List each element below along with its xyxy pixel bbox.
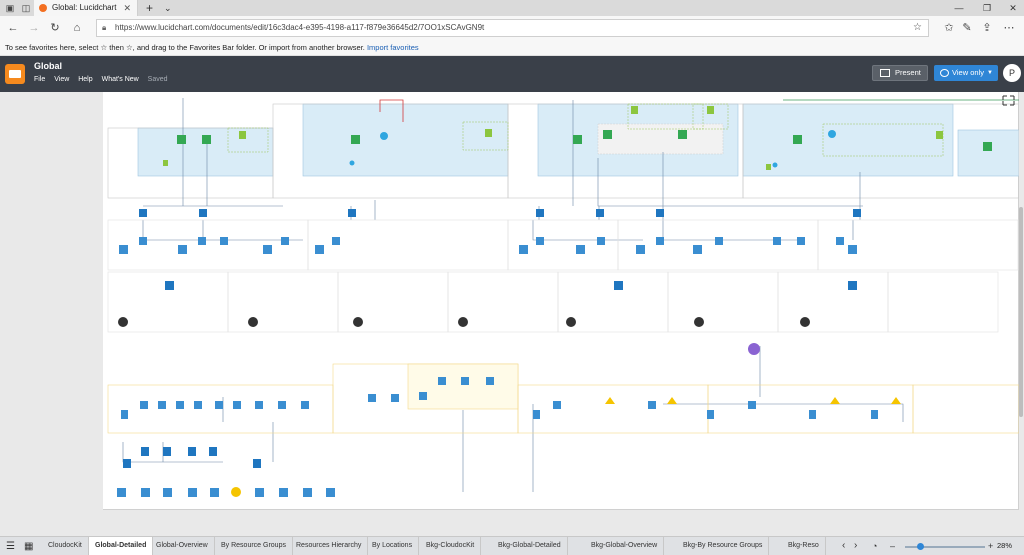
page-tab-bar: ☰ ▦ CloudocKit Global-Detailed Global-Ov… [0, 536, 1024, 555]
diagram-canvas[interactable] [0, 92, 1024, 536]
shield-icons [163, 106, 943, 170]
tab-global-overview[interactable]: Global-Overview [150, 537, 215, 555]
user-icons [349, 130, 836, 168]
zoom-slider-knob[interactable] [917, 543, 924, 550]
next-page-icon[interactable]: › [854, 540, 858, 551]
browser-tab-title: Global: Lucidchart [52, 3, 117, 12]
menu-help[interactable]: Help [78, 76, 93, 83]
tab-actions-icon[interactable]: ▣ [5, 3, 15, 13]
prev-page-icon[interactable]: ‹ [842, 540, 846, 551]
forward-icon[interactable]: → [28, 22, 40, 34]
address-bar[interactable]: 🔒︎ https://www.lucidchart.com/documents/… [96, 19, 929, 37]
bottom-row-icons [121, 377, 878, 419]
lock-icon: 🔒︎ [102, 23, 107, 32]
url-text: https://www.lucidchart.com/documents/edi… [115, 23, 485, 32]
favorites-icon[interactable]: ✩ [944, 22, 954, 34]
expand-icon [1002, 95, 1015, 106]
app-header: Global File View Help What's New Saved P… [0, 56, 1024, 92]
eye-icon [940, 69, 949, 77]
subnet-boxes [227, 103, 944, 157]
resource-group-boxes [107, 219, 1019, 333]
back-icon[interactable]: ← [7, 22, 19, 34]
more-icon[interactable]: ⋯ [1003, 22, 1015, 34]
menu-bar: File View Help What's New Saved [34, 76, 175, 83]
favorites-bar-text: To see favorites here, select ☆ then ☆, … [5, 43, 365, 52]
share-icon[interactable]: ⇪ [982, 22, 992, 34]
chevron-down-icon: ▼ [987, 70, 993, 76]
avatar[interactable]: P [1003, 64, 1021, 82]
document-title[interactable]: Global [34, 61, 63, 71]
present-icon [880, 69, 890, 77]
zoom-plus-icon[interactable]: + [988, 541, 994, 551]
tab-by-locations[interactable]: By Locations [366, 537, 420, 555]
reading-list-icon[interactable]: ✎ [962, 22, 972, 34]
tab-bkg-global-overview[interactable]: Bkg-Global-Overview [585, 537, 665, 555]
cloud-icons [118, 317, 810, 327]
lucidchart-favicon-icon [39, 4, 47, 12]
tab-bkg-reso[interactable]: Bkg-Reso [782, 537, 826, 555]
storage-icons [119, 237, 857, 254]
menu-view[interactable]: View [54, 76, 70, 83]
tab-resources-hierarchy[interactable]: Resources Hierarchy [290, 537, 369, 555]
highlight-connector [379, 99, 404, 122]
browser-tab-strip: ▣ ◫ Global: Lucidchart ✕ + ⌄ — ❐ ✕ [0, 0, 1024, 16]
view-only-label: View only [952, 68, 984, 77]
zoom-out-icon[interactable]: ◔ [872, 541, 878, 551]
yellow-groups [107, 363, 1020, 434]
vm-icons [177, 130, 992, 151]
saved-status: Saved [147, 76, 168, 83]
favorite-star-icon[interactable]: ☆ [913, 22, 922, 33]
function-app-icon [231, 487, 241, 497]
lucidchart-folder-icon[interactable] [5, 64, 25, 84]
tab-global-detailed[interactable]: Global-Detailed [89, 537, 154, 555]
warning-icons [605, 397, 901, 404]
import-favorites-link[interactable]: Import favorites [366, 43, 419, 52]
tab-bkg-global-detailed[interactable]: Bkg-Global-Detailed [492, 537, 568, 555]
present-button[interactable]: Present [872, 65, 928, 81]
vertical-scrollbar[interactable] [1019, 207, 1023, 417]
favorites-bar: To see favorites here, select ☆ then ☆, … [0, 40, 1024, 56]
app-service-icons [117, 488, 335, 497]
new-tab-icon[interactable]: + [146, 1, 154, 15]
minimize-icon[interactable]: — [954, 3, 964, 13]
menu-whats-new[interactable]: What's New [101, 76, 139, 83]
zoom-minus-icon[interactable]: – [890, 541, 896, 551]
browser-nav-bar: ← → ↻ ⌂ 🔒︎ https://www.lucidchart.com/do… [0, 16, 1024, 40]
diagram-page[interactable] [103, 92, 1020, 510]
home-icon[interactable]: ⌂ [73, 22, 81, 34]
zoom-slider[interactable] [905, 546, 985, 548]
tab-by-resource-groups[interactable]: By Resource Groups [215, 537, 293, 555]
browser-tab[interactable]: Global: Lucidchart ✕ [34, 0, 138, 16]
gateway-icons [139, 209, 861, 217]
refresh-icon[interactable]: ↻ [50, 22, 60, 34]
tab-list-chevron-icon[interactable]: ⌄ [164, 3, 172, 13]
page-list-icon[interactable]: ☰ [6, 541, 15, 552]
page-grid-icon[interactable]: ▦ [24, 541, 34, 552]
present-label: Present [895, 68, 921, 77]
tab-bkg-by-resource-groups[interactable]: Bkg-By Resource Groups [677, 537, 770, 555]
tab-aside-icon[interactable]: ◫ [21, 3, 31, 13]
close-tab-icon[interactable]: ✕ [123, 3, 131, 13]
menu-file[interactable]: File [34, 76, 46, 83]
zoom-level[interactable]: 28% [997, 541, 1013, 550]
gateway-globe-icon [748, 343, 760, 355]
window-close-icon[interactable]: ✕ [1009, 3, 1017, 13]
azure-architecture-diagram [107, 95, 1020, 497]
restore-icon[interactable]: ❐ [982, 3, 992, 13]
config-icons [165, 281, 857, 290]
tab-cloudockit[interactable]: CloudocKit [42, 537, 89, 555]
view-only-dropdown[interactable]: View only ▼ [934, 65, 998, 81]
tab-bkg-cloudockit[interactable]: Bkg-CloudocKit [420, 537, 482, 555]
database-icons [123, 447, 261, 468]
